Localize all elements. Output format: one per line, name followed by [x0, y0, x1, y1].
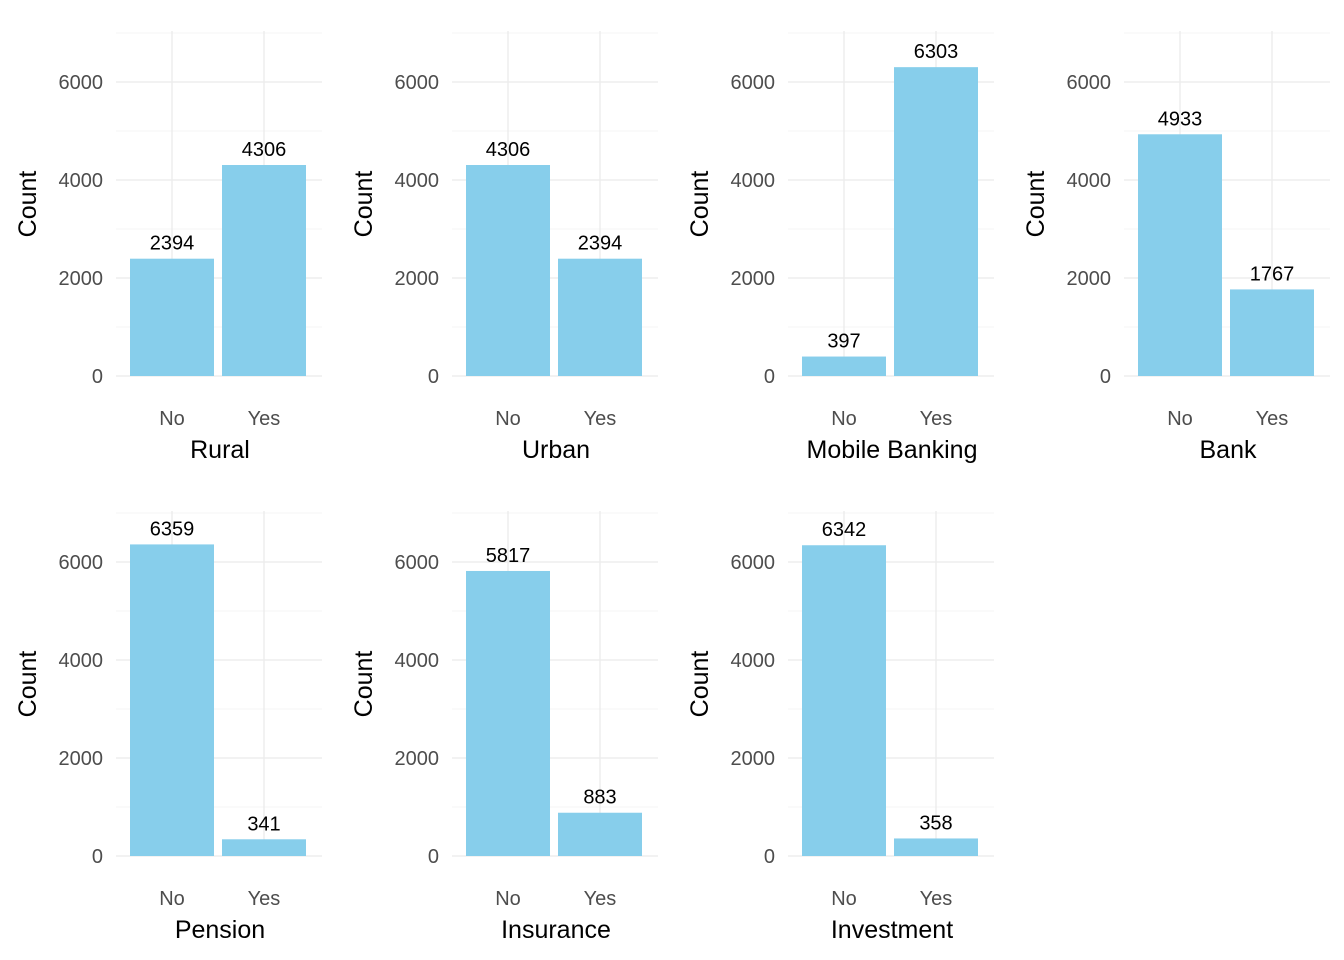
x-axis-title: Investment — [831, 916, 953, 944]
y-axis-title: Count — [14, 651, 42, 718]
bar-yes — [222, 839, 306, 856]
data-label: 6342 — [822, 519, 867, 541]
panel-insurance: 0 2000 4000 6000 5817 No 883 Yes Insurance Count — [350, 511, 658, 944]
y-tick-label: 6000 — [395, 72, 440, 94]
data-label: 341 — [247, 813, 280, 835]
x-tick-label: Yes — [248, 888, 281, 910]
x-tick-label: No — [159, 888, 185, 910]
x-tick-label: No — [831, 888, 857, 910]
y-tick-label: 0 — [764, 366, 775, 388]
y-tick-label: 4000 — [59, 170, 104, 192]
y-axis-title: Count — [350, 651, 378, 718]
y-tick-label: 2000 — [395, 748, 440, 770]
y-tick-label: 6000 — [731, 552, 776, 574]
x-tick-label: No — [159, 408, 185, 430]
x-tick-label: No — [831, 408, 857, 430]
bar-no — [130, 258, 214, 376]
x-tick-label: Yes — [920, 408, 953, 430]
data-label: 358 — [919, 812, 952, 834]
x-tick-label: Yes — [920, 888, 953, 910]
bar-no — [1138, 134, 1222, 376]
x-tick-label: No — [495, 888, 521, 910]
x-tick-label: Yes — [584, 888, 617, 910]
bar-yes — [1230, 289, 1314, 376]
x-axis-title: Insurance — [501, 916, 611, 944]
y-tick-label: 6000 — [59, 552, 104, 574]
data-label: 4933 — [1158, 108, 1203, 130]
y-tick-label: 0 — [92, 366, 103, 388]
x-axis-title: Pension — [175, 916, 265, 944]
panel-investment: 0 2000 4000 6000 6342 No 358 Yes Investment Count — [686, 511, 994, 944]
y-tick-label: 2000 — [731, 748, 776, 770]
y-tick-label: 2000 — [59, 268, 104, 290]
panel-pension: 0 2000 4000 6000 6359 No 341 Yes Pension Count — [14, 511, 322, 944]
y-tick-label: 0 — [1100, 366, 1111, 388]
data-label: 6303 — [914, 41, 959, 63]
y-tick-label: 0 — [428, 846, 439, 868]
y-tick-label: 6000 — [59, 72, 104, 94]
data-label: 2394 — [150, 233, 195, 255]
bar-no — [466, 165, 550, 376]
y-tick-label: 0 — [92, 846, 103, 868]
panel-mobile-banking: 0 2000 4000 6000 397 No 6303 Yes Mobile Banking C… — [686, 31, 994, 464]
y-tick-label: 6000 — [1067, 72, 1112, 94]
y-tick-label: 6000 — [395, 552, 440, 574]
y-tick-label: 2000 — [731, 268, 776, 290]
y-tick-label: 4000 — [731, 170, 776, 192]
bar-yes — [558, 812, 642, 856]
x-tick-label: No — [1167, 408, 1193, 430]
y-tick-label: 4000 — [731, 650, 776, 672]
data-label: 397 — [827, 331, 860, 353]
x-tick-label: Yes — [584, 408, 617, 430]
y-tick-label: 2000 — [1067, 268, 1112, 290]
x-axis-title: Rural — [190, 436, 250, 464]
y-tick-label: 0 — [428, 366, 439, 388]
y-axis-title: Count — [1022, 171, 1050, 238]
y-tick-label: 6000 — [731, 72, 776, 94]
y-tick-label: 4000 — [59, 650, 104, 672]
data-label: 883 — [583, 787, 616, 809]
data-label: 2394 — [578, 233, 623, 255]
data-label: 4306 — [486, 139, 531, 161]
bar-no — [130, 544, 214, 856]
x-axis-title: Urban — [522, 436, 590, 464]
x-axis-title: Mobile Banking — [807, 436, 978, 464]
bar-yes — [894, 67, 978, 376]
x-tick-label: No — [495, 408, 521, 430]
data-label: 6359 — [150, 518, 195, 540]
y-axis-title: Count — [686, 171, 714, 238]
bar-no — [802, 356, 886, 376]
y-tick-label: 4000 — [1067, 170, 1112, 192]
y-axis-title: Count — [14, 171, 42, 238]
data-label: 1767 — [1250, 263, 1295, 285]
y-tick-label: 0 — [764, 846, 775, 868]
x-axis-title: Bank — [1200, 436, 1257, 464]
bar-no — [466, 570, 550, 856]
data-label: 5817 — [486, 545, 531, 567]
y-tick-label: 4000 — [395, 170, 440, 192]
panel-bank: 0 2000 4000 6000 4933 No 1767 Yes Bank Count — [1022, 31, 1330, 464]
bar-yes — [558, 258, 642, 376]
y-tick-label: 2000 — [395, 268, 440, 290]
bar-yes — [222, 165, 306, 376]
x-tick-label: Yes — [1256, 408, 1289, 430]
y-tick-label: 2000 — [59, 748, 104, 770]
panel-rural: 0 2000 4000 6000 2394 No 4306 Yes Rural Count — [14, 31, 322, 464]
data-label: 4306 — [242, 139, 287, 161]
panel-urban: 0 2000 4000 6000 4306 No 2394 Yes Urban Count — [350, 31, 658, 464]
y-axis-title: Count — [350, 171, 378, 238]
y-axis-title: Count — [686, 651, 714, 718]
bar-no — [802, 545, 886, 856]
bar-yes — [894, 838, 978, 856]
y-tick-label: 4000 — [395, 650, 440, 672]
x-tick-label: Yes — [248, 408, 281, 430]
